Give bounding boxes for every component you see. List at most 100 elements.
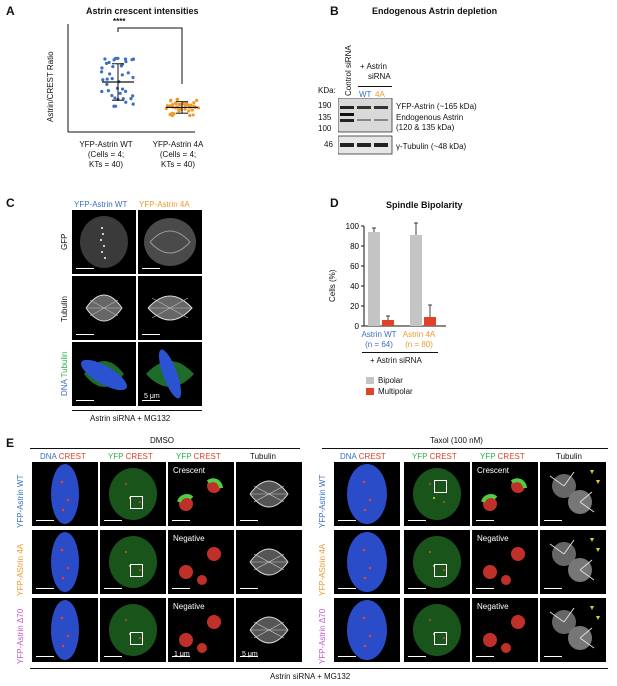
row-e-4a-taxol-b: 4A — [318, 543, 327, 554]
scatter-point — [176, 97, 180, 102]
d-ytick-label: 40 — [350, 282, 359, 291]
d-ytick-label: 0 — [355, 322, 360, 331]
scatter-point — [165, 104, 169, 108]
zoom-tag-dmso-r1: Negative — [173, 534, 205, 543]
scale-1um: 1 μm — [174, 651, 190, 658]
micro-e-dmso-r2-tubulin: 5 μm — [236, 598, 302, 662]
row-e-4a-taxol: YFP-AStrin 4A — [318, 544, 327, 596]
row-gfp-label: GFP — [60, 233, 69, 250]
micro-e-taxol-r1-dna — [334, 530, 400, 594]
hdr-taxol-yfp-crest-zoom: YFP CREST — [480, 452, 525, 461]
scatter-point — [187, 109, 191, 113]
hdr-dmso-tubulin: Tubulin — [250, 452, 276, 461]
bar-multipolar — [382, 320, 394, 326]
sirna-rule — [362, 352, 438, 353]
row-tubulin-label: Tubulin — [60, 296, 69, 322]
zoom-tag-taxol-r2: Negative — [477, 602, 509, 611]
scatter-point — [108, 72, 112, 76]
legend-multipolar-swatch — [366, 388, 374, 395]
micro-c-gfp-4a — [138, 210, 202, 274]
scatter-point — [124, 89, 128, 93]
hdr-taxol-yfp-crest: YFP CREST — [412, 452, 457, 461]
d-group-4a-n: (n = 80) — [405, 340, 433, 349]
zoom-tag-dmso-r0: Crescent — [173, 466, 206, 475]
zoom-tag-taxol-r0: Crescent — [477, 466, 510, 475]
scatter-point — [177, 109, 181, 113]
group-4a-kts: KTs = 40) — [160, 160, 195, 169]
lane-wt: WT — [359, 90, 372, 99]
panel-a-ylabel: Astrin/CREST Ratio — [46, 51, 55, 122]
group-4a-label: YFP-Astrin 4A (Cells = 4; KTs = 40) — [142, 140, 214, 170]
group-4a-cells: (Cells = 4; — [159, 150, 197, 159]
group-wt-name: YFP-Astrin WT — [79, 140, 133, 149]
micro-e-taxol-r0-tubulin — [540, 462, 606, 526]
d-group-4a-name: Astrin 4A — [402, 330, 436, 339]
hdr-dmso-crest: CREST — [58, 452, 86, 461]
micro-e-dmso-r2-yfp — [100, 598, 166, 662]
scatter-point — [169, 98, 173, 102]
marker-190: 190 — [318, 101, 332, 110]
lane-4a: 4A — [375, 90, 385, 99]
scatter-point — [192, 101, 196, 105]
micro-e-dmso-r1-zoom: Negative — [168, 530, 234, 594]
group-wt-kts: KTs = 40) — [88, 160, 123, 169]
scatter-point — [114, 56, 118, 60]
scatter-point — [129, 97, 133, 101]
dmso-label: DMSO — [150, 436, 174, 445]
micro-e-taxol-r0-dna — [334, 462, 400, 526]
scatter-point — [181, 102, 186, 106]
scatter-point — [120, 87, 125, 91]
micro-e-dmso-r2-zoom: Negative 1 μm — [168, 598, 234, 662]
scatter-point — [104, 61, 109, 66]
scatter-point — [131, 102, 135, 106]
d-ytick-label: 100 — [346, 222, 360, 231]
band-gamma-tubulin: γ-Tubulin (~48 kDa) — [396, 142, 467, 151]
hdr-dmso-yfp: YFP — [108, 452, 124, 461]
lane-control-label: Control siRNA — [344, 45, 353, 96]
hdr-taxol-dna-crest: DNA CREST — [340, 452, 386, 461]
hdr-dmso-yfp-crest-zoom: YFP CREST — [176, 452, 221, 461]
group-wt-cells: (Cells = 4; — [87, 150, 125, 159]
row-e-wt-taxol: YFP-Astrin WT — [318, 475, 327, 528]
lane-astrin-label: + Astrin siRNA — [360, 62, 391, 82]
scatter-point — [170, 113, 175, 118]
row-e-d70-dmso-b: Δ70 — [16, 608, 25, 624]
row-merge-label: DNA Tubulin — [60, 352, 69, 396]
western-blot — [338, 98, 393, 155]
hdr-taxol-crest3: CREST — [497, 452, 525, 461]
micro-e-dmso-r0-dna — [32, 462, 98, 526]
marker-100: 100 — [318, 124, 332, 133]
micro-e-dmso-r0-zoom: Crescent — [168, 462, 234, 526]
micro-e-dmso-r0-yfp — [100, 462, 166, 526]
scatter-point — [115, 86, 120, 90]
row-e-4a-dmso: YFP-AStrin 4A — [16, 544, 25, 596]
lane-astrin-line1: + Astrin — [360, 62, 387, 71]
panel-b-title: Endogenous Astrin depletion — [372, 6, 498, 16]
hdr-dmso-crest3: CREST — [193, 452, 221, 461]
d-group-wt-n: (n = 64) — [365, 340, 393, 349]
dmso-rule — [30, 448, 300, 449]
panel-a-scatter — [67, 24, 200, 133]
scatter-point — [105, 82, 109, 87]
d-ytick-label: 80 — [350, 242, 359, 251]
scatter-point — [107, 60, 111, 65]
panel-e-label: E — [6, 436, 15, 450]
panel-d-ylabel: Cells (%) — [328, 269, 337, 302]
scatter-point — [116, 56, 120, 60]
scatter-point — [113, 104, 118, 108]
micro-e-taxol-r2-dna — [334, 598, 400, 662]
scatter-point — [100, 66, 104, 70]
micro-e-dmso-r1-tubulin — [236, 530, 302, 594]
band-endogenous: Endogenous Astrin — [396, 113, 464, 122]
row-e-wt-dmso: YFP-Astrin WT — [16, 475, 25, 528]
scatter-point — [131, 94, 135, 98]
scatter-point — [106, 89, 110, 93]
panel-c-footer: Astrin siRNA + MG132 — [90, 414, 171, 423]
d-group-4a: Astrin 4A (n = 80) — [398, 330, 440, 350]
merge-tubulin: Tubulin — [60, 351, 69, 378]
micro-e-taxol-r1-zoom: Negative — [472, 530, 538, 594]
hdr-taxol-tubulin: Tubulin — [556, 452, 582, 461]
taxol-label: Taxol (100 nM) — [430, 436, 483, 445]
band-endogenous-size: (120 & 135 kDa) — [396, 123, 455, 132]
d-ytick-label: 20 — [350, 302, 359, 311]
